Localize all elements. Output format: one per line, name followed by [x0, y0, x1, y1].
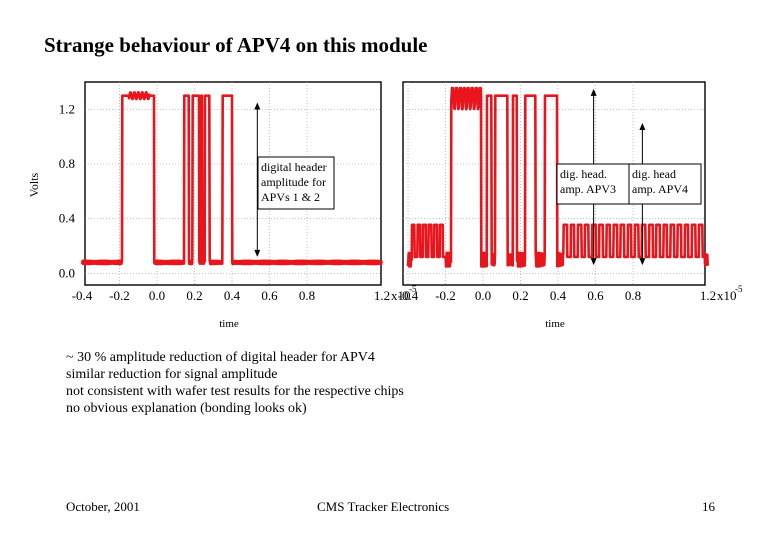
y-tick-label: 0.0 [59, 265, 75, 280]
x-tick-label: 0.4 [224, 288, 241, 303]
signal-trace [80, 91, 384, 266]
annotation-text: dig. head. [560, 167, 607, 181]
x-unit-exponent: -5 [735, 284, 743, 294]
chart-2: -0.4 -0.2 0.0 0.2 0.4 0.6 0.8 1.2 x10-5timedig. … [398, 81, 743, 330]
plot-frame [402, 81, 706, 286]
note-line-1: ~ 30 % amplitude reduction of digital he… [66, 350, 375, 365]
footer-page-number: 16 [702, 499, 715, 514]
x-tick-label: 0.2 [512, 288, 528, 303]
x-tick-label: 0.8 [299, 288, 315, 303]
x-tick-label: 0.0 [149, 288, 165, 303]
annotation-text: amp. APV3 [560, 182, 616, 196]
chart-1: -0.4 -0.2 0.0 0.2 0.4 0.6 0.8 1.2 x10-50.00.40.8… [27, 81, 417, 330]
x-tick-label: 0.2 [186, 288, 202, 303]
footer-center: CMS Tracker Electronics [317, 499, 450, 514]
annotation-box [628, 163, 702, 205]
note-line-2: similar reduction for signal amplitude [66, 367, 278, 382]
plot-frame [84, 81, 382, 286]
x-tick-label: 0.0 [475, 288, 491, 303]
x-axis-label: time [219, 318, 239, 330]
annotation-text: amplitude for [261, 175, 326, 189]
x-tick-label: 0.8 [625, 288, 641, 303]
x-tick-label: -0.2 [109, 288, 130, 303]
note-line-3: not consistent with wafer test results f… [66, 384, 404, 399]
x-tick-label: 0.6 [261, 288, 278, 303]
arrow-head-down-icon [254, 249, 261, 257]
arrow-head-up-icon [590, 88, 597, 96]
arrow-head-up-icon [639, 123, 646, 130]
signal-trace [406, 86, 710, 268]
arrow-head-down-icon [590, 258, 597, 266]
x-axis-label: time [545, 318, 565, 330]
x-unit-exponent: -5 [409, 284, 417, 294]
x-tick-label: 0.6 [587, 288, 604, 303]
x-tick-label: -0.4 [72, 288, 93, 303]
footer-date: October, 2001 [66, 499, 140, 514]
x-tick-label: -0.2 [435, 288, 456, 303]
annotation-box [257, 156, 335, 210]
arrow-head-down-icon [639, 258, 646, 266]
y-tick-label: 1.2 [59, 101, 75, 116]
x-unit-multiplier: x10 [391, 288, 411, 303]
slide-title: Strange behaviour of APV4 on this module [44, 33, 428, 57]
notes-list: ~ 30 % amplitude reduction of digital he… [66, 349, 404, 417]
y-tick-label: 0.8 [59, 156, 75, 171]
annotation-text: digital header [261, 160, 327, 174]
x-unit-multiplier: x10 [717, 288, 737, 303]
annotation-text: amp. APV4 [632, 182, 688, 196]
arrow-head-up-icon [254, 102, 261, 110]
x-tick-label: 1.2 [700, 288, 716, 303]
x-tick-label: 0.4 [550, 288, 567, 303]
annotation-text: dig. head [632, 167, 676, 181]
x-tick-label: -0.4 [398, 288, 419, 303]
annotation-box [556, 163, 630, 205]
annotation-text: APVs 1 & 2 [261, 190, 320, 204]
y-axis-label: Volts [27, 172, 41, 197]
x-tick-label: 1.2 [374, 288, 390, 303]
y-tick-label: 0.4 [59, 211, 76, 226]
note-line-4: no obvious explanation (bonding looks ok… [66, 401, 307, 416]
